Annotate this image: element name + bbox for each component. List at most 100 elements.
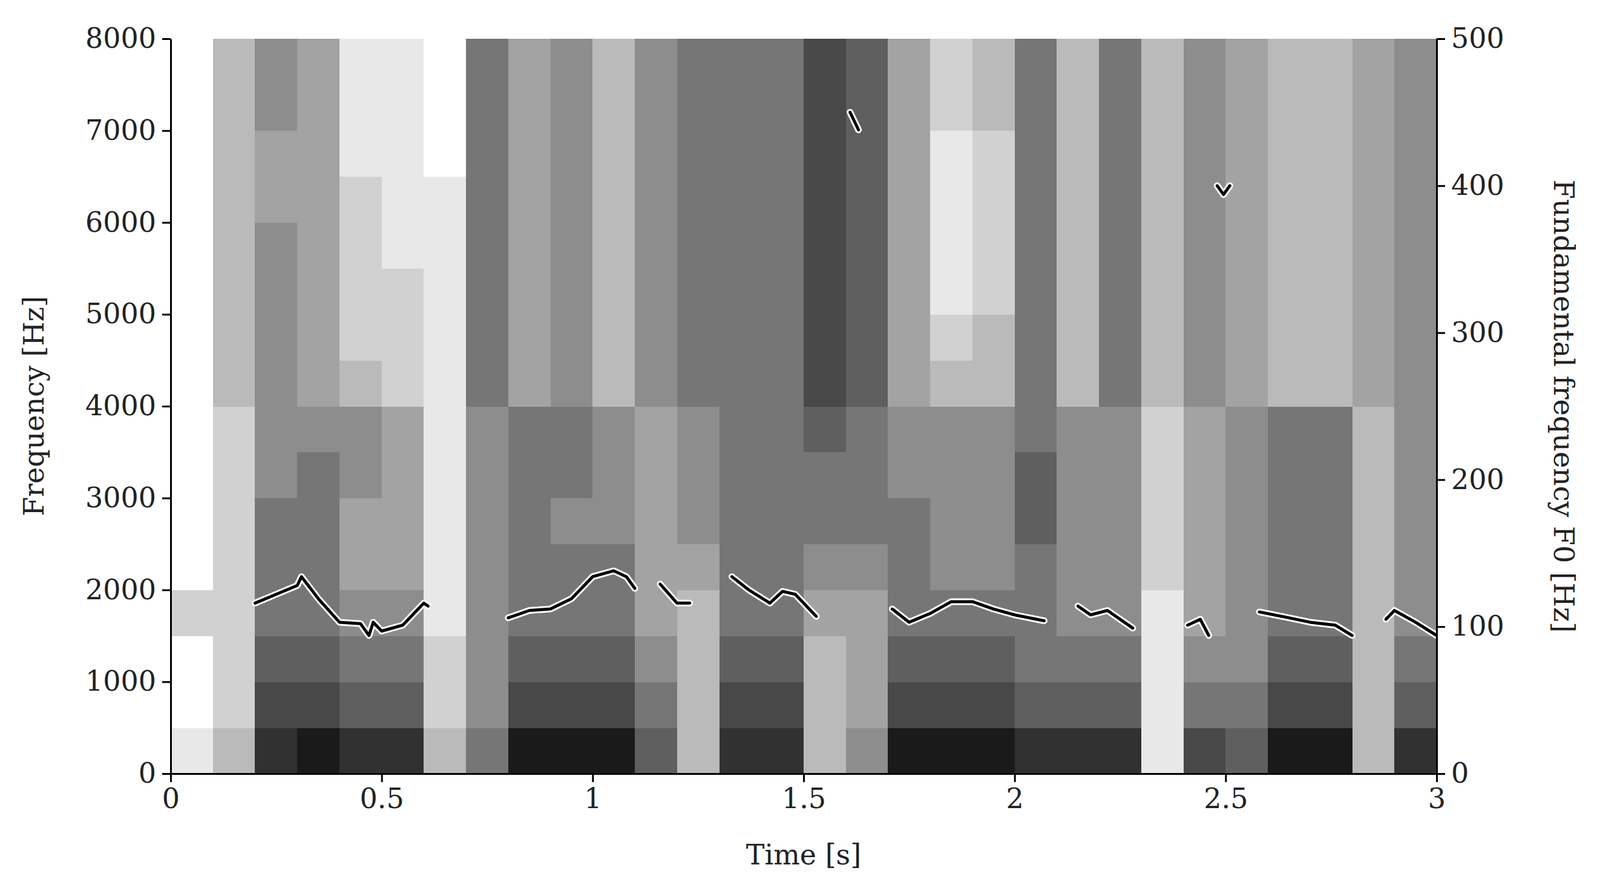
spectrogram-cell xyxy=(634,176,678,223)
spectrogram-cell xyxy=(1183,498,1227,545)
spectrogram-cell xyxy=(845,222,889,269)
spectrogram-cell xyxy=(634,635,678,682)
spectrogram-cell xyxy=(887,452,931,499)
spectrogram-cell xyxy=(1225,84,1268,131)
spectrogram-cell xyxy=(1225,406,1268,453)
spectrogram-cell xyxy=(213,406,256,453)
spectrogram-cell xyxy=(1098,452,1142,499)
spectrogram-cell xyxy=(1014,268,1058,315)
spectrogram-cell xyxy=(803,360,846,407)
spectrogram-cell xyxy=(677,498,720,545)
spectrogram-cell xyxy=(381,268,425,315)
spectrogram-cell xyxy=(339,84,382,131)
spectrogram-cell xyxy=(423,635,466,682)
spectrogram-cell xyxy=(170,635,214,682)
spectrogram-cell xyxy=(1225,268,1268,315)
spectrogram-cell xyxy=(423,38,466,85)
spectrogram-cell xyxy=(592,498,635,545)
y2-tick: 500 xyxy=(1436,21,1505,55)
spectrogram-cell xyxy=(170,268,214,315)
spectrogram-cell xyxy=(1098,176,1142,223)
spectrogram-cell xyxy=(254,452,298,499)
spectrogram-cell xyxy=(550,176,594,223)
spectrogram-cell xyxy=(550,314,594,361)
spectrogram-cell xyxy=(677,590,720,637)
spectrogram-cell xyxy=(930,130,973,177)
x-tick: 1 xyxy=(583,773,602,815)
spectrogram-cell xyxy=(339,727,382,774)
spectrogram-cell xyxy=(1310,222,1353,269)
spectrogram-cell xyxy=(423,727,466,774)
spectrogram-cell xyxy=(1014,544,1058,591)
spectrogram-cell xyxy=(1352,544,1395,591)
spectrogram-cell xyxy=(213,498,256,545)
spectrogram-cell xyxy=(213,452,256,499)
spectrogram-cell xyxy=(339,130,382,177)
x-tick-label: 2 xyxy=(1006,781,1024,815)
spectrogram-cell xyxy=(1056,498,1099,545)
spectrogram-cell xyxy=(213,590,256,637)
spectrogram-cell xyxy=(170,727,214,774)
spectrogram-cell xyxy=(803,544,846,591)
spectrogram-cell xyxy=(1098,727,1142,774)
spectrogram-cell xyxy=(339,268,382,315)
spectrogram-cell xyxy=(381,176,425,223)
spectrogram-cell xyxy=(1394,635,1437,682)
y-tick: 8000 xyxy=(85,21,171,55)
spectrogram-cell xyxy=(761,176,804,223)
f0-halo xyxy=(254,111,1437,635)
spectrogram-cell xyxy=(170,38,214,85)
spectrogram-cell xyxy=(170,590,214,637)
spectrogram-cell xyxy=(297,360,340,407)
spectrogram-cell xyxy=(1225,38,1268,85)
spectrogram-cell xyxy=(719,360,762,407)
spectrogram-cell xyxy=(761,84,804,131)
x-tick-label: 0 xyxy=(162,781,180,815)
spectrogram-cell xyxy=(972,314,1015,361)
spectrogram-cell xyxy=(1267,84,1311,131)
spectrogram-cell xyxy=(887,222,931,269)
spectrogram-cell xyxy=(1056,360,1099,407)
spectrogram-cell xyxy=(213,635,256,682)
spectrogram-cell xyxy=(1225,681,1268,728)
spectrogram-cell xyxy=(930,176,973,223)
spectrogram-cell xyxy=(339,222,382,269)
spectrogram-cell xyxy=(1394,727,1437,774)
f0-line xyxy=(254,111,1437,635)
spectrogram-cell xyxy=(1394,498,1437,545)
spectrogram-cell xyxy=(887,727,931,774)
spectrogram-cell xyxy=(1183,452,1227,499)
spectrogram-cell xyxy=(170,544,214,591)
spectrogram-cell xyxy=(845,498,889,545)
y-tick-label: 5000 xyxy=(85,297,157,330)
spectrogram-cell xyxy=(1352,727,1395,774)
spectrogram-cell xyxy=(465,38,509,85)
spectrogram-cell xyxy=(845,38,889,85)
spectrogram-cell xyxy=(1183,544,1227,591)
spectrogram-cell xyxy=(1141,176,1184,223)
y2-tick: 0 xyxy=(1436,756,1469,790)
spectrogram-cell xyxy=(677,130,720,177)
spectrogram-cell xyxy=(719,222,762,269)
y2-tick-mark xyxy=(1436,625,1446,628)
spectrogram-cell xyxy=(213,130,256,177)
spectrogram-cell xyxy=(1056,681,1099,728)
spectrogram-cell xyxy=(508,314,551,361)
spectrogram-cell xyxy=(254,130,298,177)
spectrogram-cell xyxy=(761,452,804,499)
y-tick: 5000 xyxy=(85,297,171,330)
spectrogram-cell xyxy=(254,406,298,453)
spectrogram-cell xyxy=(592,130,635,177)
spectrogram-cell xyxy=(381,38,425,85)
spectrogram-cell xyxy=(1098,222,1142,269)
spectrogram-cell xyxy=(634,38,678,85)
spectrogram-cell xyxy=(508,681,551,728)
spectrogram-cell xyxy=(465,590,509,637)
spectrogram-cell xyxy=(1141,314,1184,361)
spectrogram-cell xyxy=(677,84,720,131)
spectrogram-cell xyxy=(297,176,340,223)
spectrogram-cell xyxy=(339,406,382,453)
spectrogram-cell xyxy=(339,360,382,407)
spectrogram-cell xyxy=(677,360,720,407)
x-tick: 0.5 xyxy=(360,773,405,815)
